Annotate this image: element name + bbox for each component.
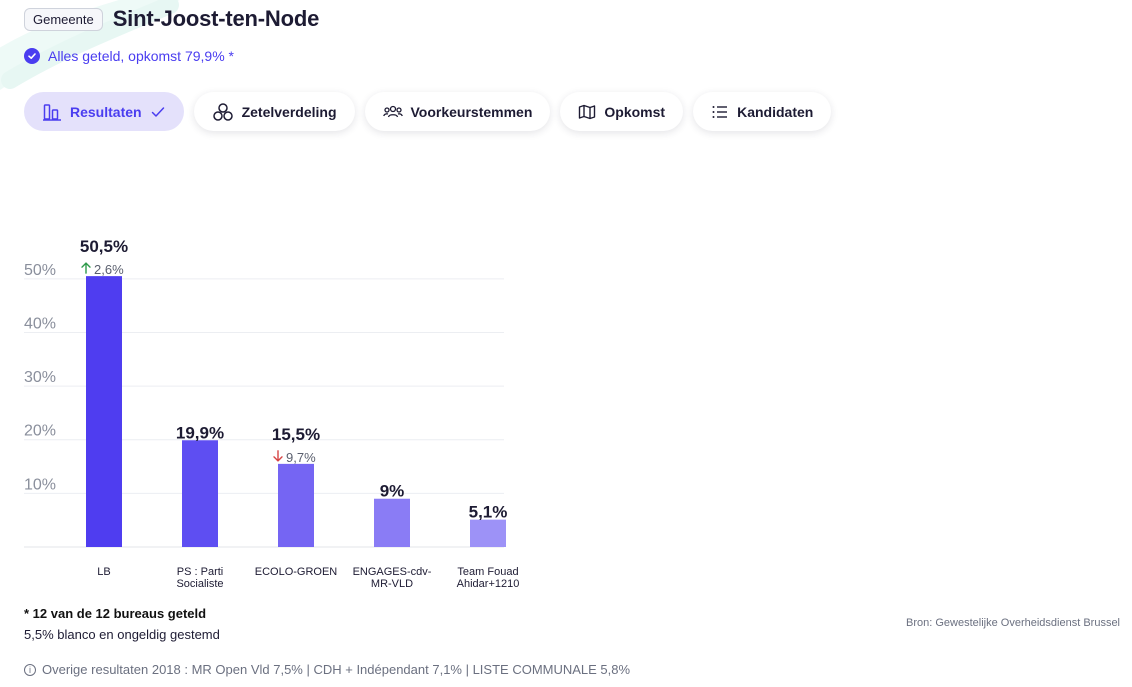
y-tick-label: 40% bbox=[24, 315, 56, 332]
x-tick-label: ENGAGES-cdv- bbox=[353, 566, 432, 578]
x-tick-label: ECOLO-GROEN bbox=[255, 566, 338, 578]
check-circle-icon bbox=[24, 48, 40, 64]
data-label: 5,1% bbox=[469, 503, 508, 522]
tab-voorkeurstemmen[interactable]: Voorkeurstemmen bbox=[364, 92, 551, 131]
x-tick-label: MR-VLD bbox=[371, 578, 413, 590]
tab-kandidaten[interactable]: Kandidaten bbox=[693, 92, 832, 131]
bar-chart-icon bbox=[43, 103, 61, 121]
x-tick-label: Ahidar+1210 bbox=[457, 578, 520, 590]
x-tick-label: Socialiste bbox=[176, 578, 223, 590]
y-tick-label: 10% bbox=[24, 476, 56, 493]
bar bbox=[278, 463, 314, 547]
tab-label: Opkomst bbox=[604, 103, 666, 120]
bar bbox=[182, 440, 218, 547]
x-tick-label: Team Fouad bbox=[457, 566, 518, 578]
page-title: Sint-Joost-ten-Node bbox=[112, 6, 320, 31]
down-arrow-icon bbox=[273, 450, 283, 462]
results-bar-chart: 10% 20% 30% 40% 50% 50,5% 2,6% LB 19,9% PS : Part… bbox=[24, 237, 520, 590]
checkmark-icon bbox=[151, 106, 164, 117]
change-label: 2,6% bbox=[94, 262, 124, 277]
x-tick-label: LB bbox=[97, 566, 110, 578]
tab-label: Resultaten bbox=[70, 103, 142, 120]
other-results-2018: i Overige resultaten 2018 : MR Open Vld … bbox=[24, 662, 630, 677]
data-label: 19,9% bbox=[176, 423, 224, 442]
y-tick-label: 20% bbox=[24, 423, 56, 440]
seats-icon bbox=[212, 102, 233, 121]
tab-opkomst[interactable]: Opkomst bbox=[560, 92, 684, 131]
other-results-text: Overige resultaten 2018 : MR Open Vld 7,… bbox=[42, 662, 631, 677]
tab-zetelverdeling[interactable]: Zetelverdeling bbox=[193, 92, 355, 131]
count-status: Alles geteld, opkomst 79,9% * bbox=[24, 48, 234, 64]
tab-label: Zetelverdeling bbox=[241, 103, 337, 120]
y-tick-label: 30% bbox=[24, 369, 56, 386]
tab-label: Kandidaten bbox=[737, 103, 814, 120]
up-arrow-icon bbox=[81, 262, 91, 274]
data-label: 15,5% bbox=[272, 425, 320, 444]
bar bbox=[470, 519, 506, 547]
status-text: Alles geteld, opkomst 79,9% * bbox=[48, 48, 234, 64]
y-tick-label: 50% bbox=[24, 262, 56, 279]
info-icon: i bbox=[24, 663, 36, 676]
data-source: Bron: Gewestelijke Overheidsdienst Bruss… bbox=[906, 617, 1120, 629]
bar bbox=[374, 498, 410, 547]
data-label: 50,5% bbox=[80, 237, 128, 256]
municipality-badge: Gemeente bbox=[24, 7, 103, 31]
tab-resultaten[interactable]: Resultaten bbox=[24, 92, 184, 131]
tab-label: Voorkeurstemmen bbox=[410, 103, 533, 120]
bar bbox=[86, 276, 122, 547]
x-tick-label: PS : Parti bbox=[177, 566, 223, 578]
people-icon bbox=[382, 105, 403, 117]
list-icon bbox=[712, 105, 728, 118]
change-label: 9,7% bbox=[286, 450, 316, 465]
blank-votes-note: 5,5% blanco en ongeldig gestemd bbox=[24, 627, 220, 642]
data-label: 9% bbox=[380, 482, 405, 501]
result-tabs: Resultaten Zetelverdeling Voorkeurstemme… bbox=[24, 92, 832, 131]
map-icon bbox=[579, 104, 596, 119]
bureaus-counted-note: * 12 van de 12 bureaus geteld bbox=[24, 606, 207, 621]
page-header: Gemeente Sint-Joost-ten-Node bbox=[24, 6, 319, 32]
